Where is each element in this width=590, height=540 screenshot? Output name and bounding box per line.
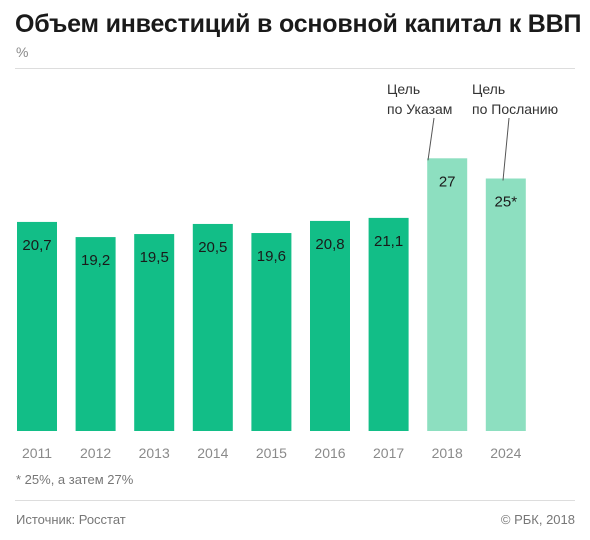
value-label-2011: 20,7 [22,237,51,254]
top-divider [15,68,575,69]
bar-2014 [192,223,233,431]
x-tick-2015: 2015 [256,445,287,461]
x-tick-2012: 2012 [80,445,111,461]
x-tick-2024: 2024 [490,445,521,461]
x-tick-2011: 2011 [22,445,52,461]
bar-2011 [17,221,57,431]
copyright-label: © РБК, 2018 [500,512,575,527]
x-tick-2018: 2018 [432,445,463,461]
x-tick-2013: 2013 [139,445,170,461]
value-label-2024: 25* [495,194,518,211]
bar-2015 [251,233,292,431]
x-tick-2017: 2017 [373,445,404,461]
value-label-2018: 27 [439,173,456,190]
value-label-2015: 19,6 [257,248,286,265]
bar-2017 [368,217,409,431]
x-tick-2014: 2014 [197,445,228,461]
bar-2016 [310,220,350,431]
annotation-leader-2018 [427,117,435,161]
source-label: Источник: Росстат [16,512,126,527]
bar-2012 [75,237,116,431]
value-label-2012: 19,2 [81,252,110,269]
annotation-2024: Цель по Посланию [472,81,558,117]
annotation-leader-2024 [502,117,510,181]
x-tick-2016: 2016 [314,445,345,461]
footnote: * 25%, а затем 27% [16,472,134,487]
value-label-2017: 21,1 [374,233,403,250]
bar-2024 [485,178,526,431]
value-label-2016: 20,8 [315,236,344,253]
chart-title: Объем инвестиций в основной капитал к ВВ… [15,10,582,38]
unit-label: % [16,44,29,60]
value-label-2014: 20,5 [198,239,227,256]
value-label-2013: 19,5 [140,249,169,266]
bar-chart: 20,7 2011 19,2 2012 19,5 2013 20,5 2014 19,6 2015… [17,81,558,461]
bottom-divider [15,500,575,501]
annotation-2018: Цель по Указам [387,81,452,117]
bar-2013 [134,234,175,431]
bar-2018 [427,158,468,432]
